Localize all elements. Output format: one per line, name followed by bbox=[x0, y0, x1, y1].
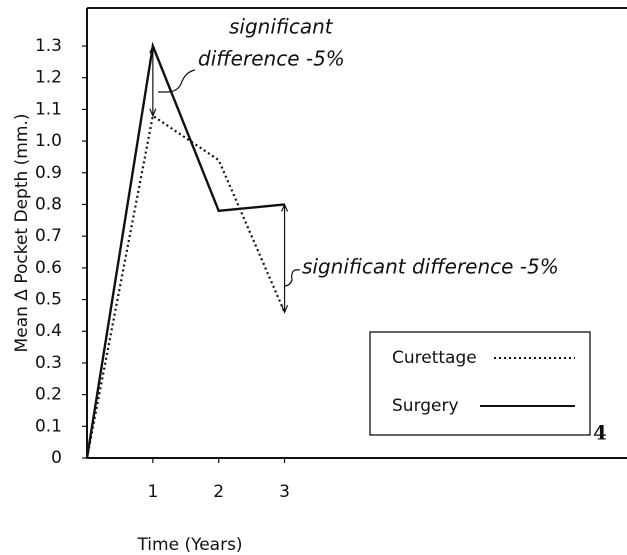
x-tick-label: 1 bbox=[147, 482, 158, 502]
annotation-connector bbox=[283, 269, 301, 287]
arrow-head bbox=[281, 304, 289, 314]
y-tick-label: 0.4 bbox=[35, 321, 62, 341]
y-tick-label: 0.7 bbox=[35, 226, 62, 246]
y-tick-label: 0.3 bbox=[35, 353, 62, 373]
y-tick-label: 1.0 bbox=[35, 131, 62, 151]
y-tick-label: 0.5 bbox=[35, 290, 62, 310]
x-axis-label: Time (Years) bbox=[136, 535, 242, 555]
y-tick-label: 0 bbox=[51, 448, 62, 468]
annotation: difference -5% bbox=[198, 47, 345, 71]
legend-label: Surgery bbox=[392, 396, 459, 416]
arrow-head bbox=[149, 44, 157, 54]
x-tick-label: 3 bbox=[279, 482, 290, 502]
legend-label: Curettage bbox=[392, 348, 477, 368]
y-tick-label: 0.6 bbox=[35, 258, 62, 278]
arrow-head bbox=[149, 108, 157, 118]
arrow-head bbox=[281, 202, 289, 212]
y-tick-label: 0.1 bbox=[35, 416, 62, 436]
y-tick-label: 0.9 bbox=[35, 163, 62, 183]
y-tick-label: 1.1 bbox=[35, 99, 62, 119]
annotation: significant bbox=[229, 15, 334, 39]
figure-label: 4 bbox=[593, 421, 607, 445]
series-line bbox=[85, 113, 286, 459]
y-axis-label: Mean Δ Pocket Depth (mm.) bbox=[12, 114, 32, 353]
y-tick-label: 0.8 bbox=[35, 194, 62, 214]
y-tick-label: 1.3 bbox=[35, 36, 62, 56]
y-tick-label: 0.2 bbox=[35, 385, 62, 405]
x-tick-label: 2 bbox=[213, 482, 224, 502]
annotation: significant difference -5% bbox=[302, 255, 559, 279]
legend-box bbox=[369, 331, 591, 436]
y-tick-label: 1.2 bbox=[35, 68, 62, 88]
series-line bbox=[85, 41, 285, 459]
